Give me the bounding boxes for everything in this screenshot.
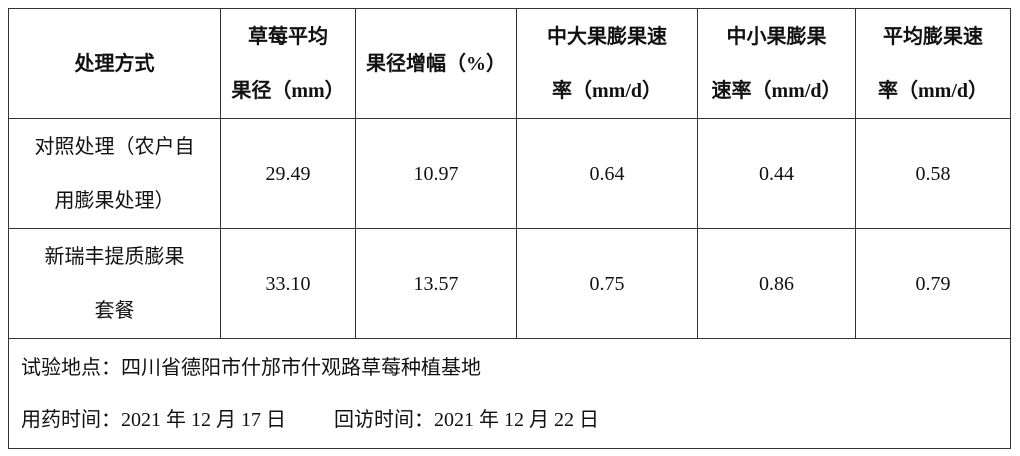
cell-line: 0.44 bbox=[759, 162, 794, 185]
cell-line: 中大果膨果速 bbox=[547, 25, 667, 48]
data-row: 对照处理（农户自 用膨果处理） 29.49 10.97 0.64 0.44 0.58 bbox=[8, 118, 1011, 229]
visit-date: 回访时间：2021 年 12 月 22 日 bbox=[334, 408, 599, 431]
cell-line: 0.79 bbox=[915, 272, 951, 295]
location: 试验地点：四川省德阳市什邡市什观路草莓种植基地 bbox=[21, 356, 481, 379]
data-cell: 0.86 bbox=[697, 228, 856, 339]
data-cell: 29.49 bbox=[220, 118, 356, 229]
cell-line: 0.64 bbox=[589, 162, 625, 185]
data-cell: 0.64 bbox=[516, 118, 698, 229]
cell-line: 果径增幅（%） bbox=[366, 52, 506, 75]
data-cell: 10.97 bbox=[355, 118, 517, 229]
data-cell: 0.44 bbox=[697, 118, 856, 229]
dates: 用药时间：2021 年 12 月 17 日 回访时间：2021 年 12 月 22… bbox=[21, 394, 1010, 446]
header-row: 处理方式 草莓平均 果径（mm） 果径增幅（%） 中大果膨果速 率（mm/d） 中小果膨果速… bbox=[8, 8, 1011, 119]
cell-line: 0.86 bbox=[759, 272, 794, 295]
data-cell: 0.79 bbox=[855, 228, 1011, 339]
footer-row: 试验地点：四川省德阳市什邡市什观路草莓种植基地 用药时间：2021 年 12 月 … bbox=[8, 338, 1011, 449]
header-cell: 中大果膨果速 率（mm/d） bbox=[516, 8, 698, 119]
cell-line: 中小果膨果 bbox=[726, 25, 827, 48]
cell-line: 29.49 bbox=[265, 162, 311, 185]
cell-line: 草莓平均 bbox=[248, 25, 328, 48]
data-cell: 对照处理（农户自 用膨果处理） bbox=[8, 118, 221, 229]
cell-line: 率（mm/d） bbox=[552, 79, 662, 102]
cell-line: 新瑞丰提质膨果 bbox=[44, 245, 185, 268]
header-cell: 果径增幅（%） bbox=[355, 8, 517, 119]
data-cell: 33.10 bbox=[220, 228, 356, 339]
cell-line: 13.57 bbox=[413, 272, 459, 295]
data-cell: 0.58 bbox=[855, 118, 1011, 229]
cell-line: 10.97 bbox=[413, 162, 459, 185]
header-cell: 中小果膨果速率（mm/d） bbox=[697, 8, 856, 119]
cell-line: 处理方式 bbox=[74, 52, 155, 75]
header-cell: 平均膨果速率（mm/d） bbox=[855, 8, 1011, 119]
cell-line: 33.10 bbox=[265, 272, 311, 295]
data-table: 处理方式 草莓平均 果径（mm） 果径增幅（%） 中大果膨果速 率（mm/d） 中小果膨果速… bbox=[8, 8, 1011, 449]
data-cell: 0.75 bbox=[516, 228, 698, 339]
table-body: 处理方式 草莓平均 果径（mm） 果径增幅（%） 中大果膨果速 率（mm/d） 中小果膨果速… bbox=[8, 8, 1011, 449]
cell-line: 套餐 bbox=[94, 299, 135, 322]
header-cell: 处理方式 bbox=[8, 8, 221, 119]
data-cell: 新瑞丰提质膨果 套餐 bbox=[8, 228, 221, 339]
data-row: 新瑞丰提质膨果 套餐 33.10 13.57 0.75 0.86 0.79 bbox=[8, 228, 1011, 339]
cell-line: 0.75 bbox=[589, 272, 625, 295]
cell-line: 率（mm/d） bbox=[878, 79, 988, 102]
header-cell: 草莓平均果径（mm） bbox=[220, 8, 356, 119]
data-cell: 13.57 bbox=[355, 228, 517, 339]
cell-line: 速率（mm/d） bbox=[711, 79, 842, 102]
cell-line: 平均膨果速 bbox=[883, 25, 983, 48]
apply-date: 用药时间：2021 年 12 月 17 日 bbox=[21, 408, 286, 431]
cell-line: 果径（mm） bbox=[231, 79, 345, 102]
cell-line: 对照处理（农户自 bbox=[34, 135, 195, 158]
cell-line: 0.58 bbox=[915, 162, 951, 185]
cell-line: 用膨果处理） bbox=[54, 189, 175, 212]
footer-cell: 试验地点：四川省德阳市什邡市什观路草莓种植基地 用药时间：2021 年 12 月 … bbox=[8, 338, 1011, 449]
